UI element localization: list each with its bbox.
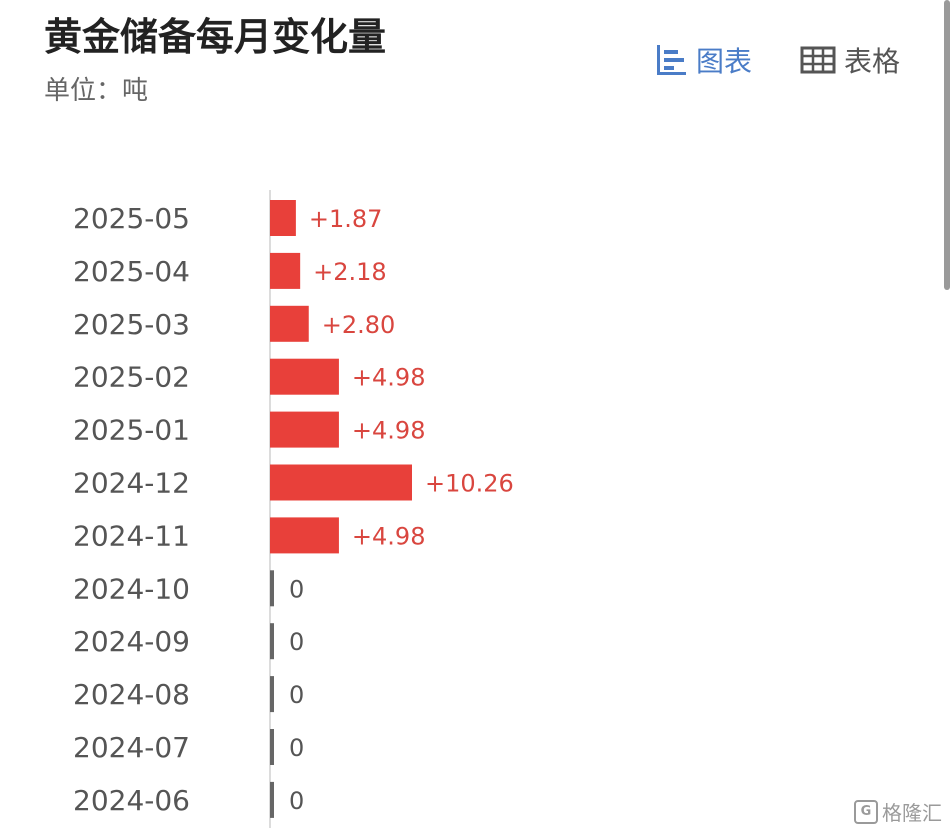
bar <box>270 305 309 342</box>
category-label: 2025-01 <box>73 414 190 447</box>
table-view-label: 表格 <box>844 45 901 78</box>
data-label: 0 <box>289 787 304 815</box>
category-label: 2024-07 <box>73 731 190 764</box>
category-label: 2024-11 <box>73 519 190 552</box>
table-view-toggle[interactable]: 表格 <box>800 40 900 80</box>
chart-title: 黄金储备每月变化量 <box>44 15 387 59</box>
scrollbar[interactable] <box>944 0 950 290</box>
bar <box>270 464 412 501</box>
g-logo-icon: G <box>854 799 878 824</box>
bar <box>270 623 274 660</box>
bar <box>270 517 339 554</box>
watermark: G 格隆汇 <box>854 797 942 826</box>
data-label: +4.98 <box>352 364 426 392</box>
category-label: 2024-12 <box>73 467 190 500</box>
data-label: +10.26 <box>425 470 514 498</box>
data-label: 0 <box>289 575 304 603</box>
chart-view-toggle[interactable]: 图表 <box>654 40 752 80</box>
category-label: 2024-06 <box>73 784 190 817</box>
bar-chart-icon <box>654 43 688 77</box>
chart-view-label: 图表 <box>696 45 753 78</box>
table-grid-icon <box>800 46 836 74</box>
category-label: 2025-02 <box>73 361 190 394</box>
bar <box>270 252 301 289</box>
data-label: +2.18 <box>313 258 387 286</box>
data-label: +1.87 <box>309 205 383 233</box>
bar <box>270 676 274 713</box>
category-label: 2025-04 <box>73 255 190 288</box>
category-label: 2024-10 <box>73 572 190 605</box>
bar <box>270 358 339 395</box>
watermark-text: 格隆汇 <box>882 801 942 825</box>
bar <box>270 200 296 236</box>
category-label: 2025-05 <box>73 202 190 235</box>
bar <box>270 729 274 765</box>
data-label: 0 <box>289 681 304 709</box>
category-label: 2024-09 <box>73 625 190 658</box>
data-label: 0 <box>289 734 304 762</box>
bar <box>270 570 274 607</box>
category-label: 2024-08 <box>73 678 190 711</box>
data-label: +2.80 <box>322 311 396 339</box>
data-label: +4.98 <box>352 417 426 445</box>
unit-label: 单位：吨 <box>44 76 149 106</box>
category-label: 2025-03 <box>73 308 190 341</box>
bar <box>270 781 274 818</box>
data-label: 0 <box>289 628 304 656</box>
data-label: +4.98 <box>352 522 426 550</box>
bar <box>270 411 339 448</box>
